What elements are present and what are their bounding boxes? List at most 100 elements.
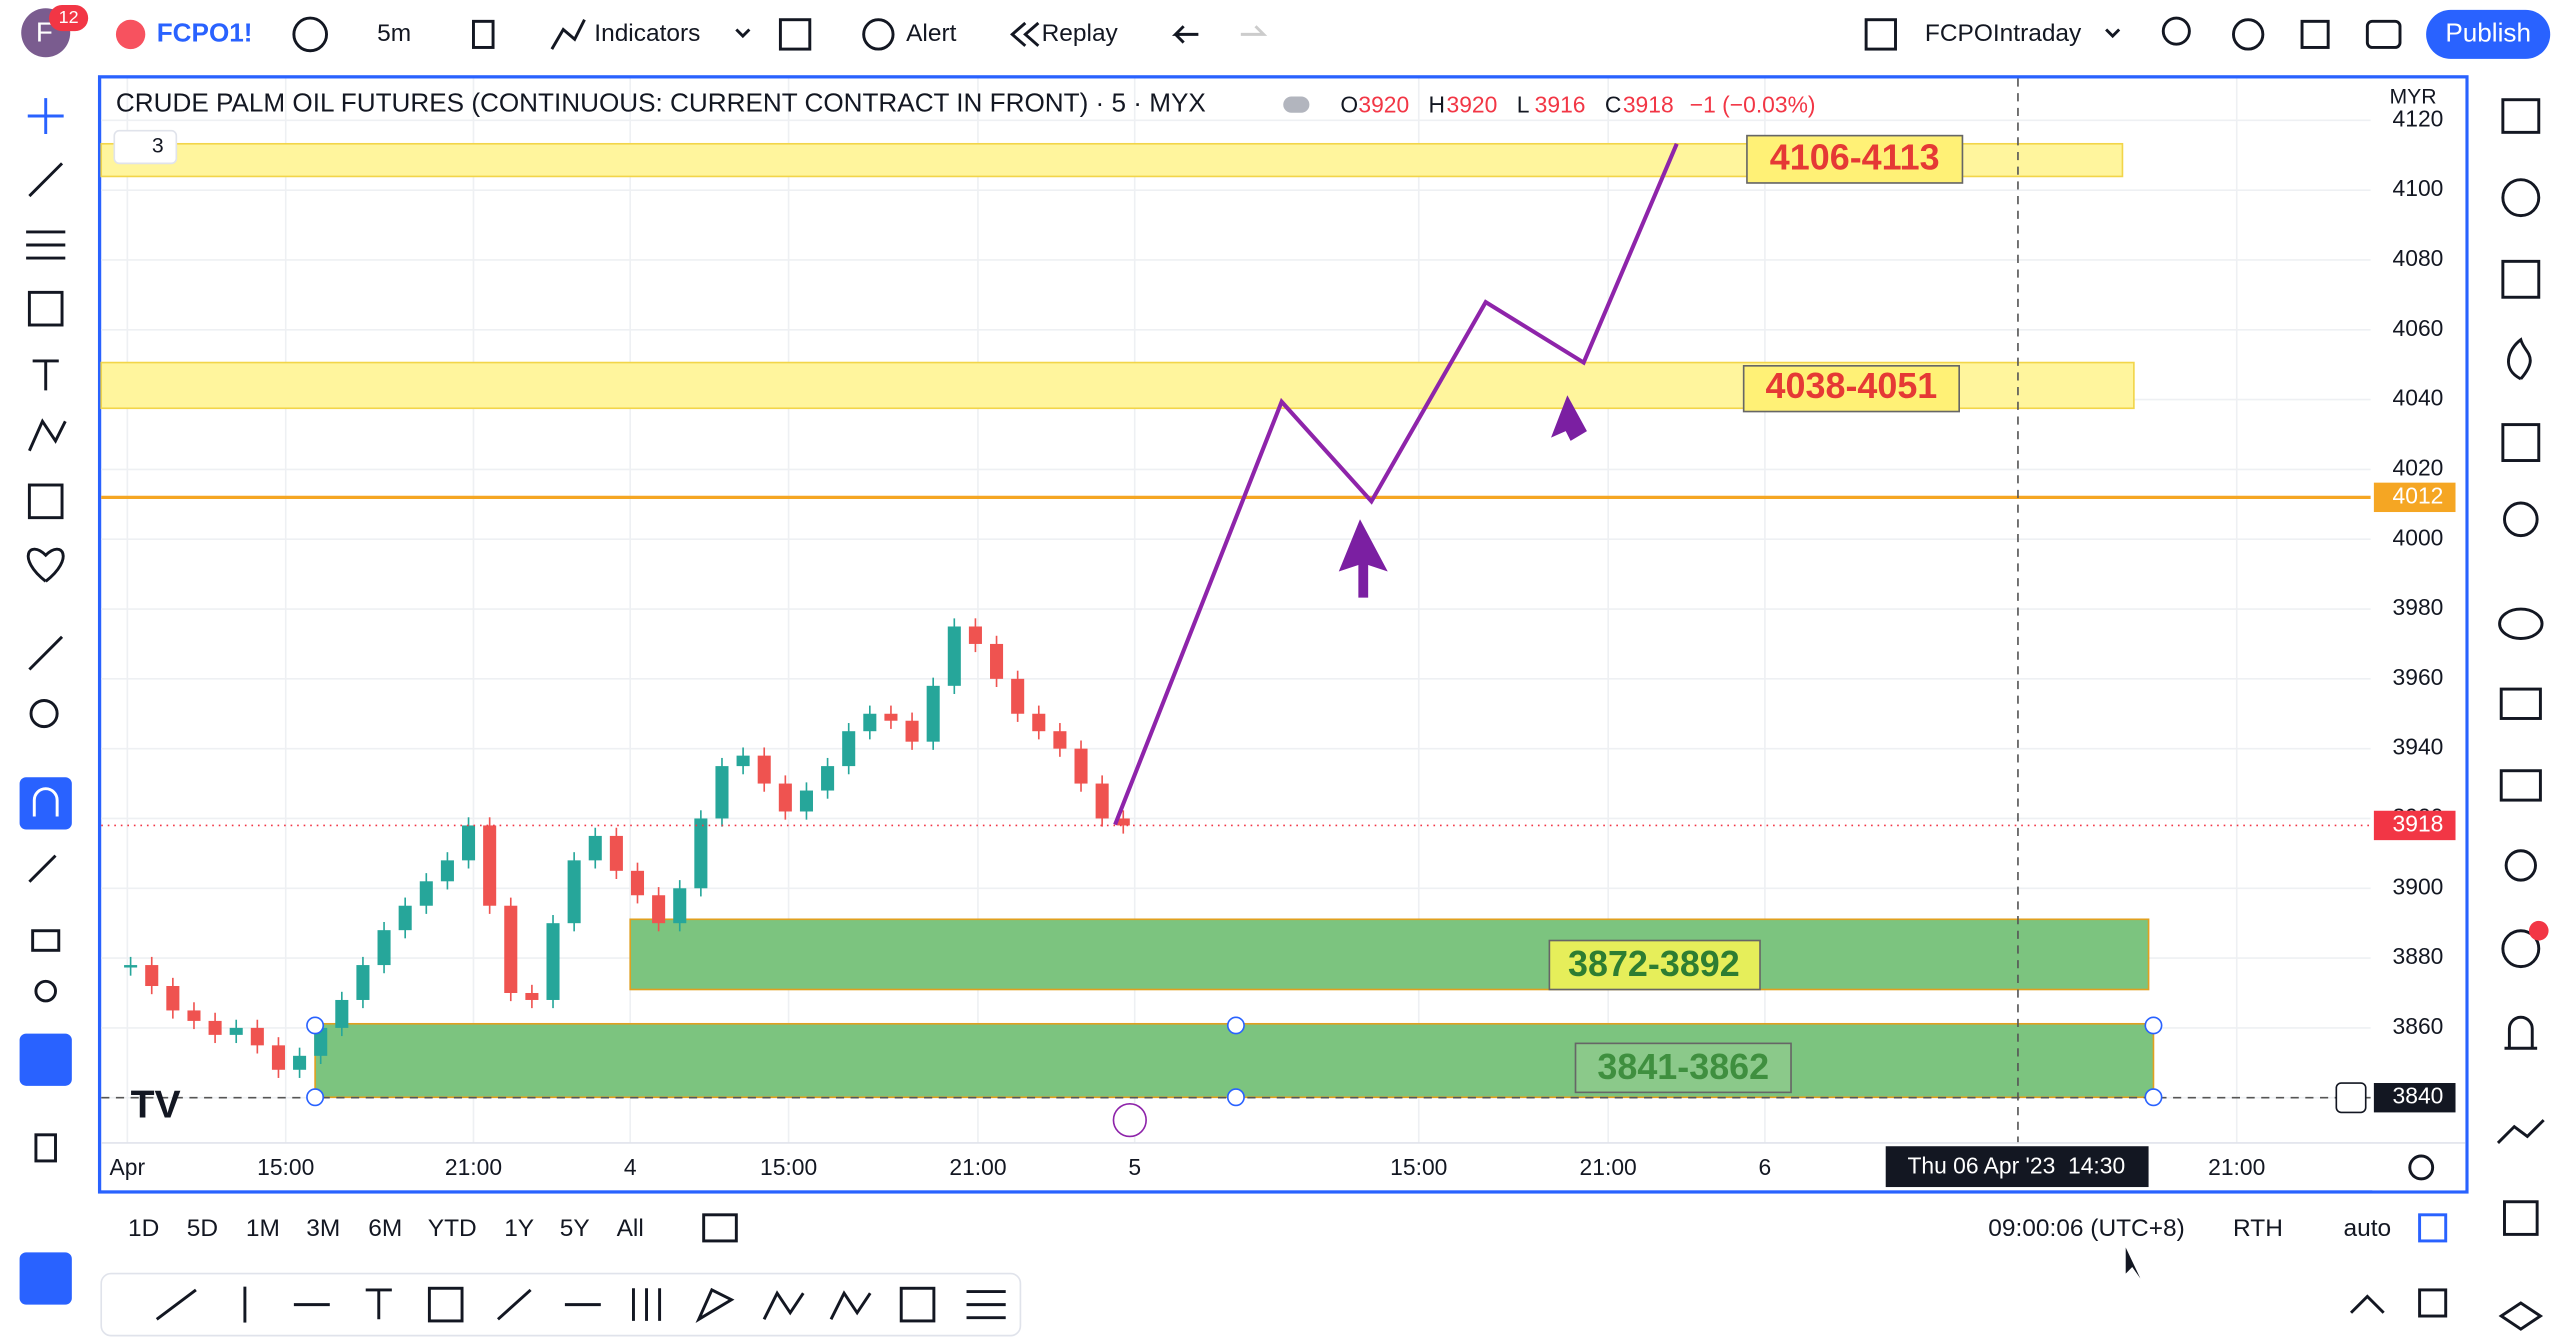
symbol[interactable]: FCPO1! [157, 17, 253, 47]
auto-scale[interactable]: auto [2344, 1215, 2392, 1242]
layout-name[interactable]: FCPOIntraday [1925, 20, 2082, 47]
candle [314, 1027, 328, 1056]
goto-date[interactable] [702, 1213, 738, 1243]
layers[interactable] [2498, 1301, 2544, 1331]
range-button[interactable]: 6M [368, 1215, 402, 1242]
alerts-panel[interactable] [2501, 178, 2541, 218]
streams[interactable] [2498, 607, 2544, 640]
zoom-tool[interactable] [29, 699, 59, 729]
handle[interactable] [306, 1016, 325, 1035]
axis-settings[interactable] [2408, 1154, 2435, 1181]
tool[interactable] [496, 1288, 532, 1321]
tool[interactable] [966, 1290, 1006, 1320]
add-symbol[interactable] [292, 16, 328, 53]
replay[interactable]: Replay [1042, 20, 1119, 47]
tool[interactable] [695, 1287, 735, 1323]
candle [1032, 713, 1046, 732]
range-button[interactable]: 5D [187, 1215, 218, 1242]
tool[interactable] [632, 1288, 662, 1321]
interval[interactable]: 5m [377, 20, 411, 47]
live-dot [2528, 920, 2549, 941]
tool[interactable] [427, 1286, 464, 1323]
range-button[interactable]: 1Y [504, 1215, 534, 1242]
dropdown[interactable] [2105, 28, 2121, 39]
legend-toggle[interactable] [1283, 96, 1310, 113]
maximize[interactable] [2418, 1288, 2448, 1318]
sync-tool[interactable] [19, 1033, 72, 1086]
chats[interactable] [2499, 687, 2542, 720]
replay-panel[interactable] [2501, 929, 2541, 969]
icons-tool[interactable] [26, 547, 65, 583]
broadcast[interactable] [2504, 849, 2537, 882]
dropdown[interactable] [735, 28, 751, 39]
tool[interactable] [829, 1290, 872, 1320]
cursor-tool[interactable] [27, 98, 64, 134]
tool[interactable] [365, 1288, 392, 1320]
text-tool[interactable] [32, 359, 59, 391]
notifications[interactable] [2504, 1015, 2538, 1050]
alert[interactable]: Alert [906, 20, 957, 47]
arrow-up[interactable] [1338, 519, 1388, 598]
add-alert[interactable] [2335, 1082, 2367, 1114]
hide[interactable] [34, 979, 57, 1003]
forecast-tool[interactable] [27, 483, 64, 520]
stay-drawing[interactable] [28, 854, 57, 883]
range-button[interactable]: YTD [428, 1215, 477, 1242]
trading-panel[interactable] [2496, 1119, 2545, 1145]
indicators[interactable]: Indicators [594, 20, 700, 47]
range-button[interactable]: 1D [128, 1215, 159, 1242]
calendar[interactable] [2501, 423, 2541, 462]
fullscreen[interactable] [2300, 19, 2330, 49]
projection-path[interactable] [1113, 142, 1679, 826]
indicator-toggle[interactable] [113, 129, 178, 165]
templates[interactable] [778, 18, 812, 51]
magnet-tool[interactable] [19, 777, 72, 830]
range-button[interactable]: 1M [246, 1215, 280, 1242]
handle[interactable] [2144, 1016, 2163, 1035]
publish[interactable]: Publish [2445, 17, 2531, 47]
session[interactable]: RTH [2233, 1215, 2283, 1242]
shape-tool[interactable] [27, 290, 64, 327]
ideas[interactable] [2503, 501, 2539, 538]
redo[interactable] [1240, 25, 1268, 36]
pattern-tool[interactable] [28, 418, 67, 452]
tool[interactable] [762, 1290, 805, 1320]
range-button[interactable]: 3M [306, 1215, 340, 1242]
handle[interactable] [2144, 1088, 2163, 1107]
news[interactable] [2501, 259, 2541, 299]
tool[interactable] [899, 1286, 936, 1323]
chart-type[interactable] [472, 19, 495, 49]
handle[interactable] [1226, 1016, 1245, 1035]
handle[interactable] [1226, 1088, 1245, 1107]
undo[interactable] [1171, 25, 1199, 44]
measure-tool[interactable] [28, 635, 64, 671]
layout-icon[interactable] [1864, 18, 1897, 51]
event-marker[interactable] [1112, 1102, 1147, 1138]
zone-rect[interactable] [629, 918, 2150, 991]
favorites[interactable] [19, 1252, 72, 1305]
handle[interactable] [306, 1088, 325, 1107]
tool[interactable] [155, 1288, 197, 1321]
notes[interactable] [2499, 769, 2542, 802]
fib-tool[interactable] [26, 230, 66, 260]
candle [208, 1020, 222, 1035]
search[interactable] [2161, 16, 2191, 46]
pane-maximize[interactable] [2418, 1213, 2448, 1243]
hotlists[interactable] [2507, 337, 2532, 381]
trendline-tool[interactable] [28, 162, 64, 198]
candle [694, 818, 708, 889]
arrow-up[interactable] [1551, 395, 1587, 441]
settings[interactable] [2232, 18, 2265, 51]
candle [778, 783, 792, 812]
remove[interactable] [34, 1133, 57, 1163]
currency[interactable]: MYR [2389, 86, 2436, 109]
range-button[interactable]: All [617, 1215, 644, 1242]
zone-rect[interactable] [314, 1022, 2155, 1099]
collapse[interactable] [2349, 1294, 2385, 1314]
lock[interactable] [31, 929, 61, 952]
watchlist[interactable] [2501, 98, 2541, 134]
object-tree[interactable] [2503, 1200, 2539, 1236]
snapshot[interactable] [2365, 19, 2402, 49]
range-button[interactable]: 5Y [560, 1215, 590, 1242]
publish-button[interactable] [2426, 9, 2551, 59]
